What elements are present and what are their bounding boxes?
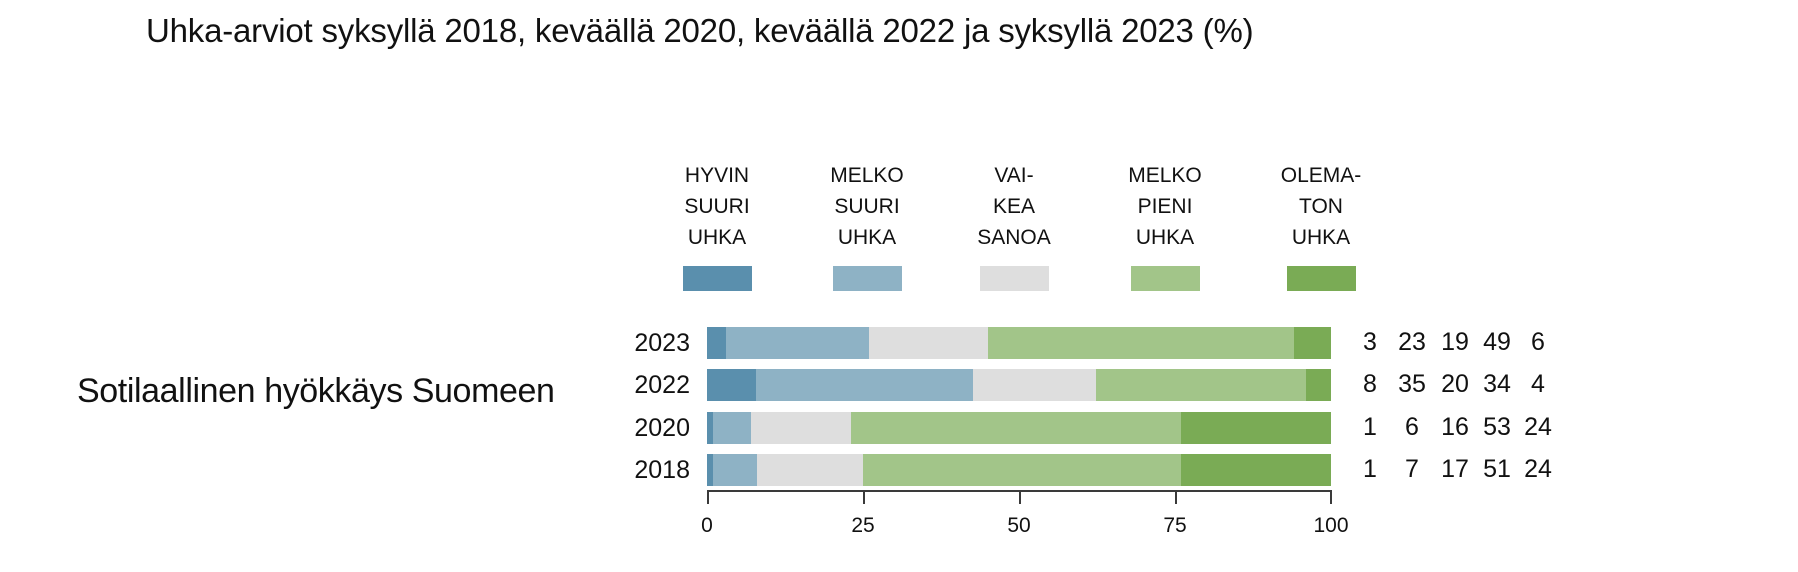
legend-swatch — [1130, 266, 1200, 291]
bar-segment — [1181, 454, 1331, 486]
value-label: 24 — [1524, 455, 1552, 483]
bar-segment — [869, 327, 988, 359]
x-axis-tick-label: 50 — [1007, 514, 1031, 537]
value-label: 6 — [1405, 413, 1419, 441]
legend-label-line: OLEMA- — [1280, 164, 1362, 187]
bar-segment — [756, 454, 863, 486]
x-axis-tick-label: 75 — [1163, 514, 1187, 537]
stacked-bar — [707, 369, 1331, 401]
bar-segment — [725, 327, 870, 359]
legend-label-line: VAI- — [994, 164, 1034, 187]
legend-label: HYVIN SUURI UHKA — [647, 160, 787, 253]
bar-segment — [707, 412, 714, 444]
legend-swatch — [682, 266, 752, 291]
value-label: 1 — [1363, 455, 1377, 483]
legend-swatch — [1286, 266, 1356, 291]
legend-swatch — [832, 266, 902, 291]
year-label: 2018 — [634, 456, 690, 484]
legend-label-line: PIENI — [1137, 195, 1193, 218]
bar-segment — [862, 454, 1182, 486]
legend-label-line: UHKA — [687, 226, 747, 249]
bar-segment — [756, 369, 973, 401]
x-axis-tick — [1330, 490, 1332, 504]
year-label: 2022 — [634, 371, 690, 399]
value-label: 35 — [1398, 370, 1426, 398]
legend-label: MELKO SUURI UHKA — [797, 160, 937, 253]
bar-segment — [1306, 369, 1331, 401]
x-axis-tick — [1019, 490, 1021, 504]
x-axis-tick-label: 0 — [701, 514, 713, 537]
stacked-bar — [707, 454, 1331, 486]
legend-label-line: SANOA — [977, 226, 1051, 249]
value-label: 49 — [1483, 328, 1511, 356]
bar-segment — [707, 369, 757, 401]
value-label: 3 — [1363, 328, 1377, 356]
legend-label: MELKO PIENI UHKA — [1095, 160, 1235, 253]
bar-segment — [1181, 412, 1331, 444]
value-label: 19 — [1441, 328, 1469, 356]
legend-label-line: TON — [1299, 195, 1343, 218]
x-axis-tick — [1175, 490, 1177, 504]
value-label: 24 — [1524, 413, 1552, 441]
bar-segment — [707, 454, 714, 486]
year-label: 2023 — [634, 329, 690, 357]
year-label: 2020 — [634, 414, 690, 442]
legend-swatch — [979, 266, 1049, 291]
stacked-bar — [707, 327, 1331, 359]
x-axis-tick — [863, 490, 865, 504]
value-label: 6 — [1531, 328, 1545, 356]
value-label: 34 — [1483, 370, 1511, 398]
legend-label: VAI- KEA SANOA — [944, 160, 1084, 253]
legend-label-line: MELKO — [1128, 164, 1202, 187]
bar-segment — [987, 327, 1294, 359]
x-axis-tick-label: 100 — [1313, 514, 1349, 537]
bar-segment — [713, 412, 751, 444]
bar-segment — [707, 327, 726, 359]
value-label: 7 — [1405, 455, 1419, 483]
value-label: 17 — [1441, 455, 1469, 483]
legend-item: MELKO SUURI UHKA — [797, 160, 937, 291]
value-label: 53 — [1483, 413, 1511, 441]
stacked-bar — [707, 412, 1331, 444]
bar-segment — [1293, 327, 1331, 359]
legend-label-line: MELKO — [830, 164, 904, 187]
bar-segment — [713, 454, 757, 486]
legend-item: MELKO PIENI UHKA — [1095, 160, 1235, 291]
value-label: 51 — [1483, 455, 1511, 483]
value-label: 16 — [1441, 413, 1469, 441]
legend-label: OLEMA- TON UHKA — [1251, 160, 1391, 253]
bar-segment — [1096, 369, 1307, 401]
legend-item: OLEMA- TON UHKA — [1251, 160, 1391, 291]
legend-label-line: KEA — [992, 195, 1036, 218]
legend-label-line: UHKA — [837, 226, 897, 249]
value-label: 8 — [1363, 370, 1377, 398]
legend-label-line: HYVIN — [684, 164, 750, 187]
value-label: 4 — [1531, 370, 1545, 398]
bar-segment — [972, 369, 1097, 401]
legend-label-line: SUURI — [834, 195, 900, 218]
bar-segment — [750, 412, 851, 444]
value-label: 23 — [1398, 328, 1426, 356]
bar-segment — [850, 412, 1182, 444]
x-axis-tick-label: 25 — [851, 514, 875, 537]
value-label: 1 — [1363, 413, 1377, 441]
category-label: Sotilaallinen hyökkäys Suomeen — [77, 372, 555, 410]
legend-item: VAI- KEA SANOA — [944, 160, 1084, 291]
legend-label-line: SUURI — [684, 195, 750, 218]
chart-title: Uhka-arviot syksyllä 2018, keväällä 2020… — [146, 12, 1254, 49]
x-axis-tick — [707, 490, 709, 504]
legend-item: HYVIN SUURI UHKA — [647, 160, 787, 291]
legend-label-line: UHKA — [1135, 226, 1195, 249]
legend-label-line: UHKA — [1291, 226, 1351, 249]
value-label: 20 — [1441, 370, 1469, 398]
